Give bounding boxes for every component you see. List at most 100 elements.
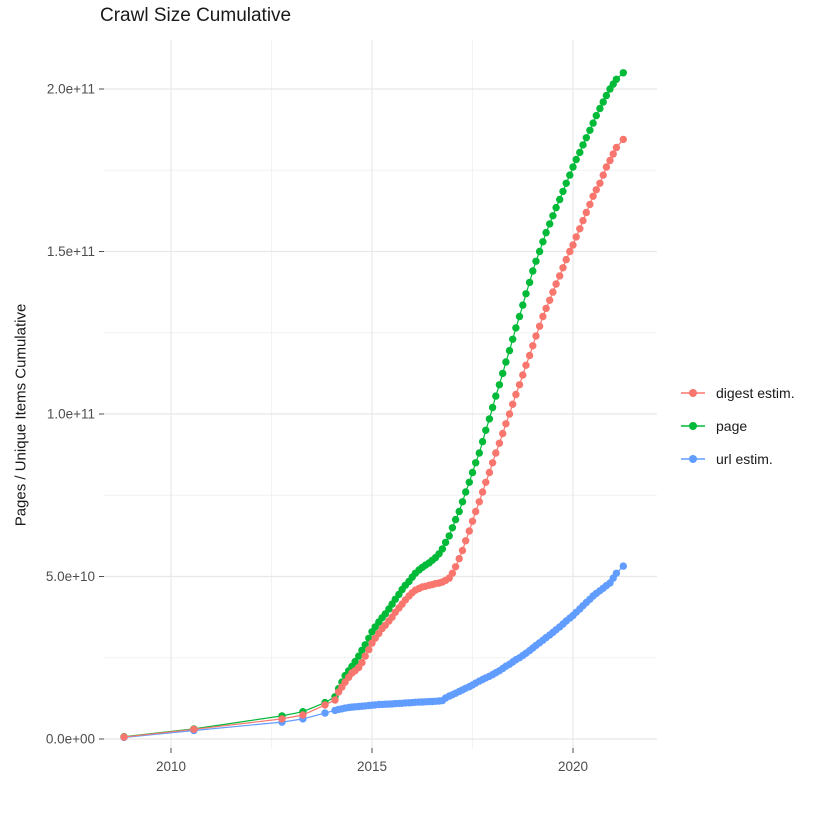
data-point [539,238,547,246]
data-point [445,532,453,540]
data-point [546,296,554,304]
data-point [532,257,540,265]
data-point [606,156,614,165]
data-point [120,733,128,741]
data-point [569,163,577,171]
data-point [535,247,544,256]
legend-item-url-estim: url estim. [680,442,795,475]
data-point [190,725,198,733]
data-point [612,75,621,84]
data-point [562,255,570,264]
data-point [455,554,463,563]
series-line [123,565,624,738]
data-point [455,507,463,516]
data-point [502,420,510,428]
data-point [492,449,500,457]
data-point [515,381,524,389]
data-point [525,351,534,360]
data-point [495,381,504,389]
series-digest-estim [120,135,627,741]
data-point [448,524,457,532]
data-point [596,179,604,187]
data-point [619,69,627,77]
y-tick-label: 5.0e+10 [46,569,95,584]
data-point [566,171,574,179]
data-point [458,498,467,506]
legend-item-page: page [680,409,795,442]
data-point [441,538,450,547]
data-point [472,507,480,516]
data-point [465,478,473,486]
data-point [559,264,567,272]
data-point [451,563,460,571]
data-point [579,141,587,149]
data-point [572,155,580,164]
data-point [468,468,477,477]
data-point [562,179,570,187]
data-point [529,342,537,350]
data-point [475,498,483,506]
data-point [478,437,487,446]
data-point [542,304,550,313]
data-point [596,104,604,113]
data-point [355,652,363,660]
data-point [529,267,537,275]
data-point [321,701,329,709]
y-tick-label: 1.5e+11 [47,244,95,259]
data-point [458,546,467,555]
data-point [505,346,514,355]
data-point [512,390,520,399]
data-point [602,163,611,171]
data-point [278,715,286,723]
data-point [599,171,607,179]
data-point [552,203,560,212]
data-point [499,429,507,438]
data-series [120,69,627,742]
data-point [576,225,584,233]
data-point [546,220,554,228]
data-point [488,403,497,412]
data-point [599,98,607,106]
data-point [519,371,527,379]
data-point [552,280,560,288]
data-point [569,241,577,249]
data-point [331,696,339,704]
series-url-estim [120,562,627,742]
data-point [582,208,590,217]
data-point [509,335,517,343]
data-point [462,537,470,545]
data-point [532,332,540,340]
y-tick-label: 1.0e+11 [47,407,95,422]
legend-key-page-icon [681,421,705,430]
data-point [542,228,550,237]
data-point [505,410,514,418]
data-point [586,200,594,209]
y-tick-label: 0.0e+00 [46,732,95,747]
data-point [579,216,587,225]
data-point [465,527,473,535]
data-point [488,459,497,467]
data-point [299,711,307,719]
data-point [572,233,580,241]
data-point [475,449,483,457]
gridlines-major [104,40,657,748]
chart-title: Crawl Size Cumulative [100,5,292,26]
legend-label-url-estim: url estim. [716,450,773,467]
data-point [559,187,567,196]
data-point [549,288,557,296]
data-point [515,312,524,321]
data-point [612,143,621,152]
gridlines-minor [104,40,657,748]
data-point [556,195,564,204]
data-point [478,488,487,496]
data-point [602,91,611,100]
data-point [448,569,457,577]
data-point [468,517,477,525]
data-point [619,562,627,570]
data-point [472,459,480,467]
data-point [576,148,584,157]
data-point [451,515,460,524]
x-tick-label: 2015 [357,759,387,774]
data-point [549,212,557,220]
